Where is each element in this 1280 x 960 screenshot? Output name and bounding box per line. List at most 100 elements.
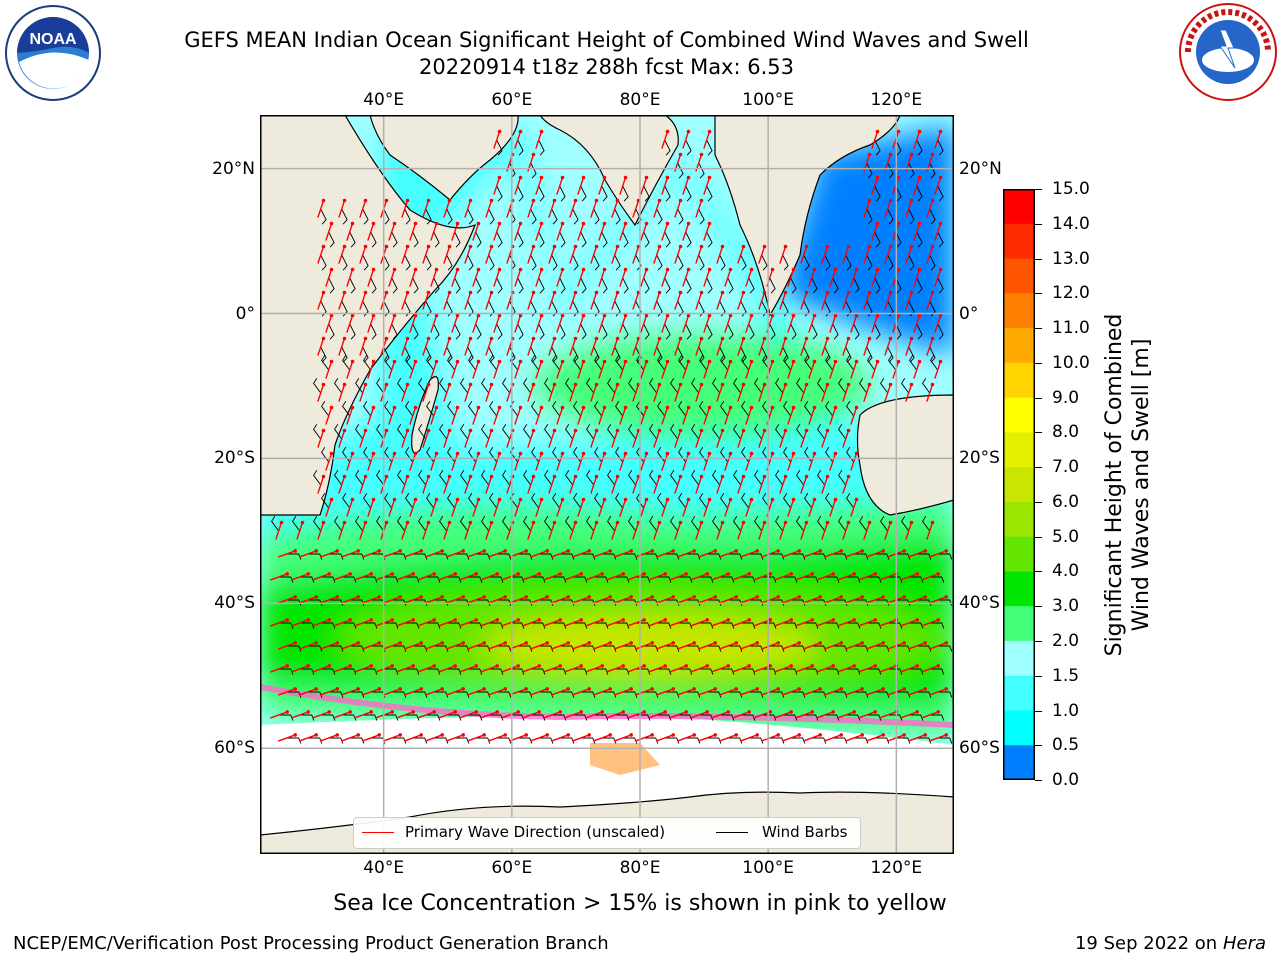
wave-arrow-head — [629, 687, 633, 691]
wave-arrow-head — [686, 451, 691, 456]
colorbar-tick-label: 5.0 — [1052, 526, 1080, 547]
wind-barb — [698, 668, 714, 675]
wind-barb — [615, 355, 624, 371]
wind-barb — [622, 231, 629, 248]
wave-direction-arrow — [653, 246, 661, 264]
wave-arrow-head — [770, 359, 775, 364]
wind-barb — [496, 691, 512, 698]
wave-arrow-head — [350, 221, 355, 226]
wave-direction-arrow — [656, 642, 674, 650]
wind-barb — [719, 300, 726, 317]
wave-direction-arrow — [782, 596, 800, 604]
wave-arrow-head — [468, 474, 473, 479]
wind-barb — [845, 714, 861, 721]
colorbar-tick-mark — [1035, 293, 1042, 295]
tick-label: 40°S — [959, 593, 1000, 614]
wave-arrow-head — [503, 733, 507, 737]
wave-direction-arrow — [422, 430, 430, 448]
wind-barb — [433, 645, 449, 652]
wave-arrow-head — [560, 221, 565, 226]
wave-arrow-head — [440, 687, 444, 691]
wave-direction-arrow — [409, 269, 417, 287]
wind-barb — [614, 668, 630, 675]
wave-arrow-head — [888, 520, 893, 525]
wave-direction-arrow — [908, 550, 926, 558]
wave-arrow-head — [327, 664, 331, 668]
wave-arrow-head — [461, 687, 465, 691]
wind-barb — [622, 645, 638, 652]
colorbar-tick-label: 4.0 — [1052, 561, 1080, 582]
wave-arrow-head — [348, 572, 352, 576]
wind-barb — [636, 355, 645, 371]
wind-barb — [509, 622, 525, 629]
wind-barb — [468, 401, 477, 417]
wave-direction-arrow — [493, 407, 501, 425]
wave-arrow-head — [881, 687, 885, 691]
wind-barb — [698, 346, 705, 363]
wave-arrow-head — [321, 290, 326, 295]
wind-barb — [853, 553, 869, 560]
wind-barb — [454, 737, 470, 744]
wave-arrow-head — [426, 520, 431, 525]
wave-arrow-head — [413, 359, 418, 364]
wind-barb — [433, 231, 440, 248]
wind-barb — [874, 277, 881, 294]
wave-arrow-head — [923, 641, 927, 645]
wave-arrow-head — [909, 382, 914, 387]
wind-barb — [586, 378, 595, 394]
colorbar-tick-mark — [1035, 675, 1042, 677]
wave-arrow-head — [909, 290, 914, 295]
wave-arrow-head — [524, 687, 528, 691]
wave-direction-arrow — [808, 453, 816, 471]
wave-direction-arrow — [837, 711, 855, 719]
wave-arrow-head — [363, 198, 368, 203]
wind-barb — [467, 300, 474, 317]
wave-direction-arrow — [467, 734, 485, 742]
wave-direction-arrow — [884, 338, 892, 356]
wind-barb — [803, 622, 819, 629]
wave-arrow-head — [909, 244, 914, 249]
wind-barb — [874, 737, 890, 744]
wave-arrow-head — [923, 549, 927, 553]
wind-barb — [887, 346, 894, 363]
wave-direction-arrow — [422, 200, 430, 218]
wave-arrow-head — [938, 313, 943, 318]
wave-direction-arrow — [535, 223, 543, 241]
wind-barb — [782, 714, 798, 721]
colorbar-tick-mark — [1035, 223, 1042, 225]
wave-arrow-head — [369, 572, 373, 576]
colorbar-bin — [1003, 328, 1035, 364]
wave-arrow-head — [686, 267, 691, 272]
wind-barb — [502, 516, 511, 532]
wave-direction-arrow — [711, 619, 729, 627]
wave-arrow-head — [776, 549, 780, 553]
wave-arrow-head — [650, 641, 654, 645]
wave-arrow-head — [896, 267, 901, 272]
wave-arrow-head — [867, 290, 872, 295]
wave-direction-arrow — [338, 430, 346, 448]
wave-arrow-head — [552, 336, 557, 341]
wave-direction-arrow — [661, 407, 669, 425]
wave-arrow-head — [608, 595, 612, 599]
wind-barb — [916, 553, 932, 560]
wind-barb — [531, 355, 540, 371]
wave-arrow-head — [621, 572, 625, 576]
wave-direction-arrow — [703, 453, 711, 471]
wind-barb — [712, 424, 721, 440]
wave-direction-arrow — [430, 499, 438, 517]
wave-direction-arrow — [656, 596, 674, 604]
wind-barb — [908, 300, 915, 317]
wave-direction-arrow — [535, 453, 543, 471]
land-se-asia — [714, 115, 901, 317]
wind-barb — [838, 424, 847, 440]
wave-direction-arrow — [695, 384, 703, 402]
wave-direction-arrow — [593, 642, 611, 650]
wave-direction-arrow — [543, 711, 561, 719]
wave-direction-arrow — [493, 453, 501, 471]
wave-direction-arrow — [698, 596, 716, 604]
wave-arrow-head — [699, 290, 704, 295]
wave-arrow-head — [552, 428, 557, 433]
wave-arrow-head — [917, 359, 922, 364]
wave-arrow-head — [434, 267, 439, 272]
wave-arrow-head — [930, 290, 935, 295]
